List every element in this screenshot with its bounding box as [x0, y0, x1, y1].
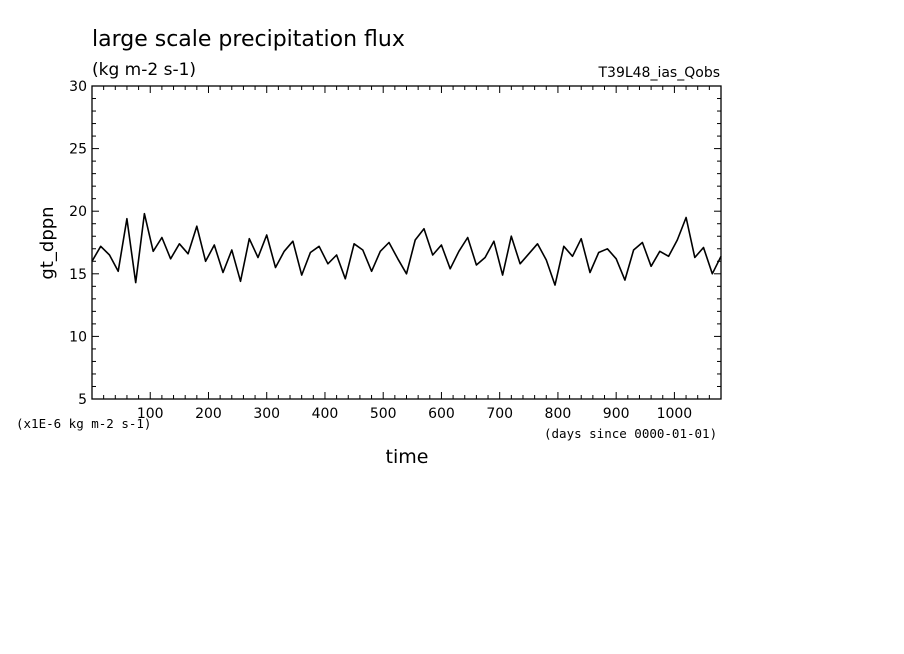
y-tick-label: 10 — [69, 329, 87, 345]
plot-frame — [91, 85, 722, 400]
x-tick-label: 300 — [253, 406, 280, 422]
y-tick-label: 15 — [69, 267, 87, 283]
y-tick-label: 5 — [78, 392, 87, 408]
y-tick-label: 30 — [69, 79, 87, 95]
x-unit-label: (days since 0000-01-01) — [544, 426, 717, 441]
run-label: T39L48_ias_Qobs — [597, 65, 720, 81]
y-tick-label: 20 — [69, 204, 87, 220]
y-axis-label: gt_dppn — [37, 206, 58, 279]
x-tick-label: 600 — [428, 406, 455, 422]
chart-subtitle: (kg m-2 s-1) — [92, 60, 196, 80]
x-tick-label: 800 — [545, 406, 572, 422]
x-tick-label: 900 — [603, 406, 630, 422]
x-tick-label: 500 — [370, 406, 397, 422]
y-unit-label: (x1E-6 kg m-2 s-1) — [16, 416, 151, 431]
y-axis-ticks: 5 10 15 20 25 30 — [69, 79, 721, 408]
y-tick-label: 25 — [69, 142, 87, 158]
series-line — [91, 212, 722, 286]
x-axis-ticks: 100 200 300 400 500 600 700 800 900 1000 — [103, 86, 710, 422]
x-tick-label: 400 — [312, 406, 339, 422]
x-tick-label: 700 — [486, 406, 513, 422]
chart-title: large scale precipitation flux — [92, 27, 405, 52]
x-axis-label: time — [386, 446, 429, 468]
series-group — [91, 212, 722, 286]
x-tick-label: 200 — [195, 406, 222, 422]
x-tick-label: 1000 — [657, 406, 693, 422]
x-tick-label: 100 — [137, 406, 164, 422]
